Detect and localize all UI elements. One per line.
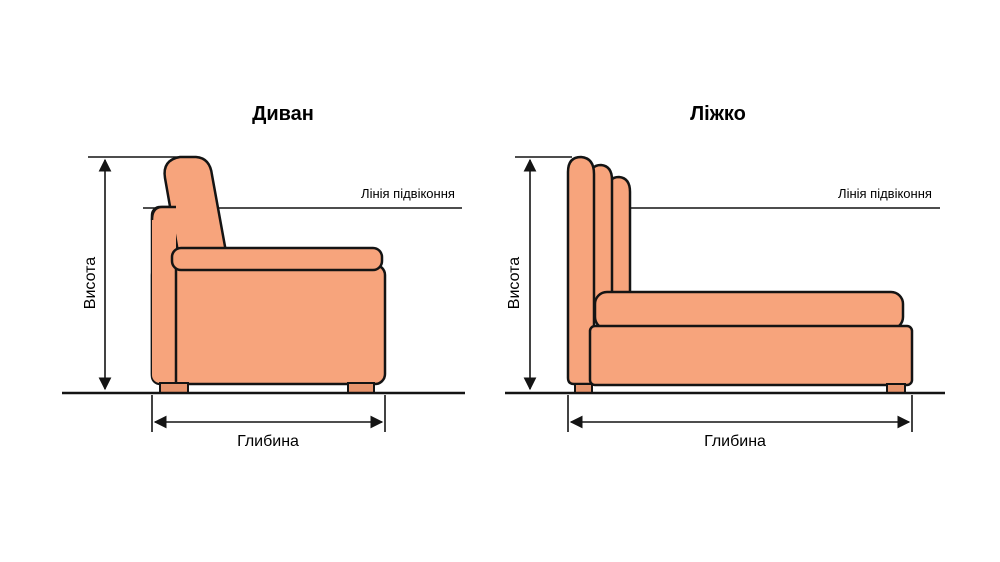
sofa-body xyxy=(150,263,387,386)
seat-cushion xyxy=(170,246,384,272)
depth-label: Глибина xyxy=(237,433,299,450)
mattress xyxy=(593,290,905,331)
height-label: Висота xyxy=(506,257,523,309)
bed-title: Ліжко xyxy=(690,103,746,125)
sofa-title: Диван xyxy=(252,103,314,125)
window-label: Лінія підвіконня xyxy=(838,186,932,201)
leg xyxy=(347,382,375,394)
headboard-panel xyxy=(566,155,596,386)
armrest-edge xyxy=(150,205,178,383)
height-label: Висота xyxy=(82,257,99,309)
leg xyxy=(159,382,189,394)
bed-base xyxy=(588,324,914,387)
back-cushion xyxy=(163,155,228,254)
bed-diagram: Ліжко Лінія підвіконня Висота Глибина xyxy=(505,103,945,450)
window-label: Лінія підвіконня xyxy=(361,186,455,201)
sofa-diagram: Диван Лінія підвіконня Висота Глибина xyxy=(62,103,465,450)
armrest-fill xyxy=(152,207,176,383)
depth-label: Глибина xyxy=(704,433,766,450)
leg xyxy=(574,383,593,394)
leg xyxy=(886,383,906,394)
